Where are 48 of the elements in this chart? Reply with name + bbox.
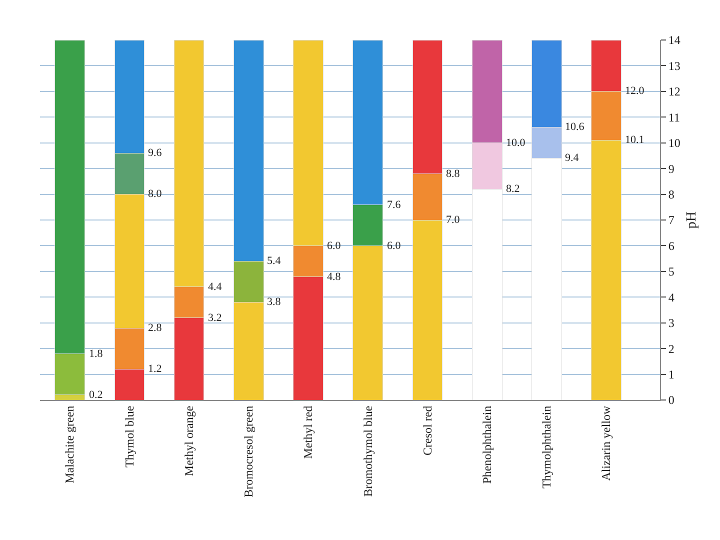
annotation: 10.0 xyxy=(506,137,526,149)
annotation: 9.6 xyxy=(148,147,162,159)
annotation: 8.0 xyxy=(148,188,162,200)
x-tick-label: Alizarin yellow xyxy=(599,405,614,481)
annotation: 6.0 xyxy=(327,240,342,252)
annotation: 3.8 xyxy=(267,296,282,308)
annotation: 0.2 xyxy=(89,389,103,401)
annotation: 8.8 xyxy=(446,168,460,180)
annotation: 1.2 xyxy=(148,363,162,375)
y-tick-label: 3 xyxy=(668,316,674,330)
annotation: 4.8 xyxy=(327,271,342,283)
y-tick-label: 4 xyxy=(668,290,674,304)
x-tick-label: Cresol red xyxy=(420,406,434,456)
y-tick-label: 1 xyxy=(668,367,674,382)
y-tick-label: 6 xyxy=(668,238,674,253)
annotation: 3.2 xyxy=(208,312,222,324)
y-tick-label: 12 xyxy=(668,84,680,99)
annotation: 2.8 xyxy=(148,322,162,334)
x-tick-label: Malachite green xyxy=(62,406,77,484)
y-tick-label: 11 xyxy=(668,110,680,124)
y-tick-label: 13 xyxy=(668,58,680,73)
y-axis-title: pH xyxy=(684,211,700,229)
annotation: 6.0 xyxy=(387,240,402,252)
annotation: 8.2 xyxy=(506,183,520,195)
annotation: 12.0 xyxy=(625,85,645,97)
x-tick-label: Methyl red xyxy=(301,406,316,459)
annotation: 10.1 xyxy=(625,134,644,146)
y-tick-label: 8 xyxy=(668,187,674,202)
y-tick-label: 2 xyxy=(668,342,674,356)
annotation: 5.4 xyxy=(267,255,282,267)
y-tick-label: 14 xyxy=(668,33,680,48)
x-tick-label: Methyl orange xyxy=(182,406,196,476)
y-tick-label: 10 xyxy=(668,136,680,150)
annotation: 4.4 xyxy=(208,281,222,293)
x-tick-label: Bromothymol blue xyxy=(360,406,375,497)
y-tick-label: 5 xyxy=(668,264,674,279)
y-tick-label: 7 xyxy=(668,213,674,228)
y-tick-label: 9 xyxy=(668,162,674,176)
x-tick-label: Bromocresol green xyxy=(242,406,256,498)
x-tick-label: Thymolphthalein xyxy=(540,406,554,488)
x-tick-label: Phenolphthalein xyxy=(480,406,494,484)
y-tick-label: 0 xyxy=(668,393,674,408)
x-tick-label: Thymol blue xyxy=(122,406,136,468)
annotation: 10.6 xyxy=(565,121,585,133)
annotation: 9.4 xyxy=(565,152,580,164)
annotation: 7.0 xyxy=(446,214,460,226)
annotation: 7.6 xyxy=(387,199,402,211)
annotation: 1.8 xyxy=(89,348,104,360)
